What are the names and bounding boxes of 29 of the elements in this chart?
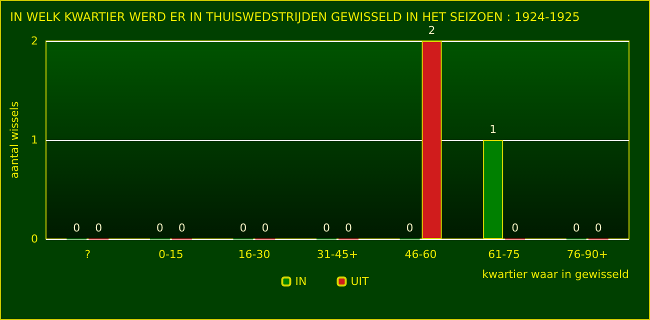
- data-label: 0: [512, 222, 519, 234]
- x-axis-title: kwartier waar in gewisseld: [482, 268, 629, 281]
- data-label: 0: [73, 222, 80, 234]
- data-label: 0: [323, 222, 330, 234]
- legend-label: UIT: [350, 275, 370, 288]
- data-label: 1: [490, 123, 497, 136]
- data-label: 0: [262, 222, 269, 234]
- x-tick-label: 76-90+: [566, 248, 608, 261]
- y-tick-label: 0: [31, 232, 38, 246]
- y-tick-label: 1: [31, 134, 38, 146]
- legend-label: IN: [295, 275, 307, 288]
- data-label: 0: [240, 222, 247, 234]
- data-label: 0: [594, 222, 602, 234]
- data-label: 0: [178, 222, 186, 234]
- data-label: 2: [428, 24, 436, 37]
- data-label: 0: [572, 222, 580, 234]
- data-label: 0: [95, 222, 102, 234]
- x-tick-label: 0-15: [158, 248, 184, 261]
- x-tick-label: ?: [84, 248, 91, 261]
- data-label: 0: [345, 222, 352, 234]
- y-tick-label: 2: [31, 34, 38, 48]
- x-tick-label: 46-60: [404, 248, 437, 261]
- x-tick-label: 16-30: [238, 248, 270, 261]
- x-tick-label: 61-75: [488, 248, 520, 261]
- chart-title: IN WELK KWARTIER WERD ER IN THUISWEDSTRIJDEN GEWISSELD IN HET SEIZOEN : 1924-1925: [10, 10, 580, 24]
- x-tick-label: 31-45+: [316, 248, 358, 261]
- data-label: 0: [156, 222, 164, 234]
- y-axis-title: aantal wissels: [8, 101, 21, 179]
- data-label: 0: [406, 222, 414, 234]
